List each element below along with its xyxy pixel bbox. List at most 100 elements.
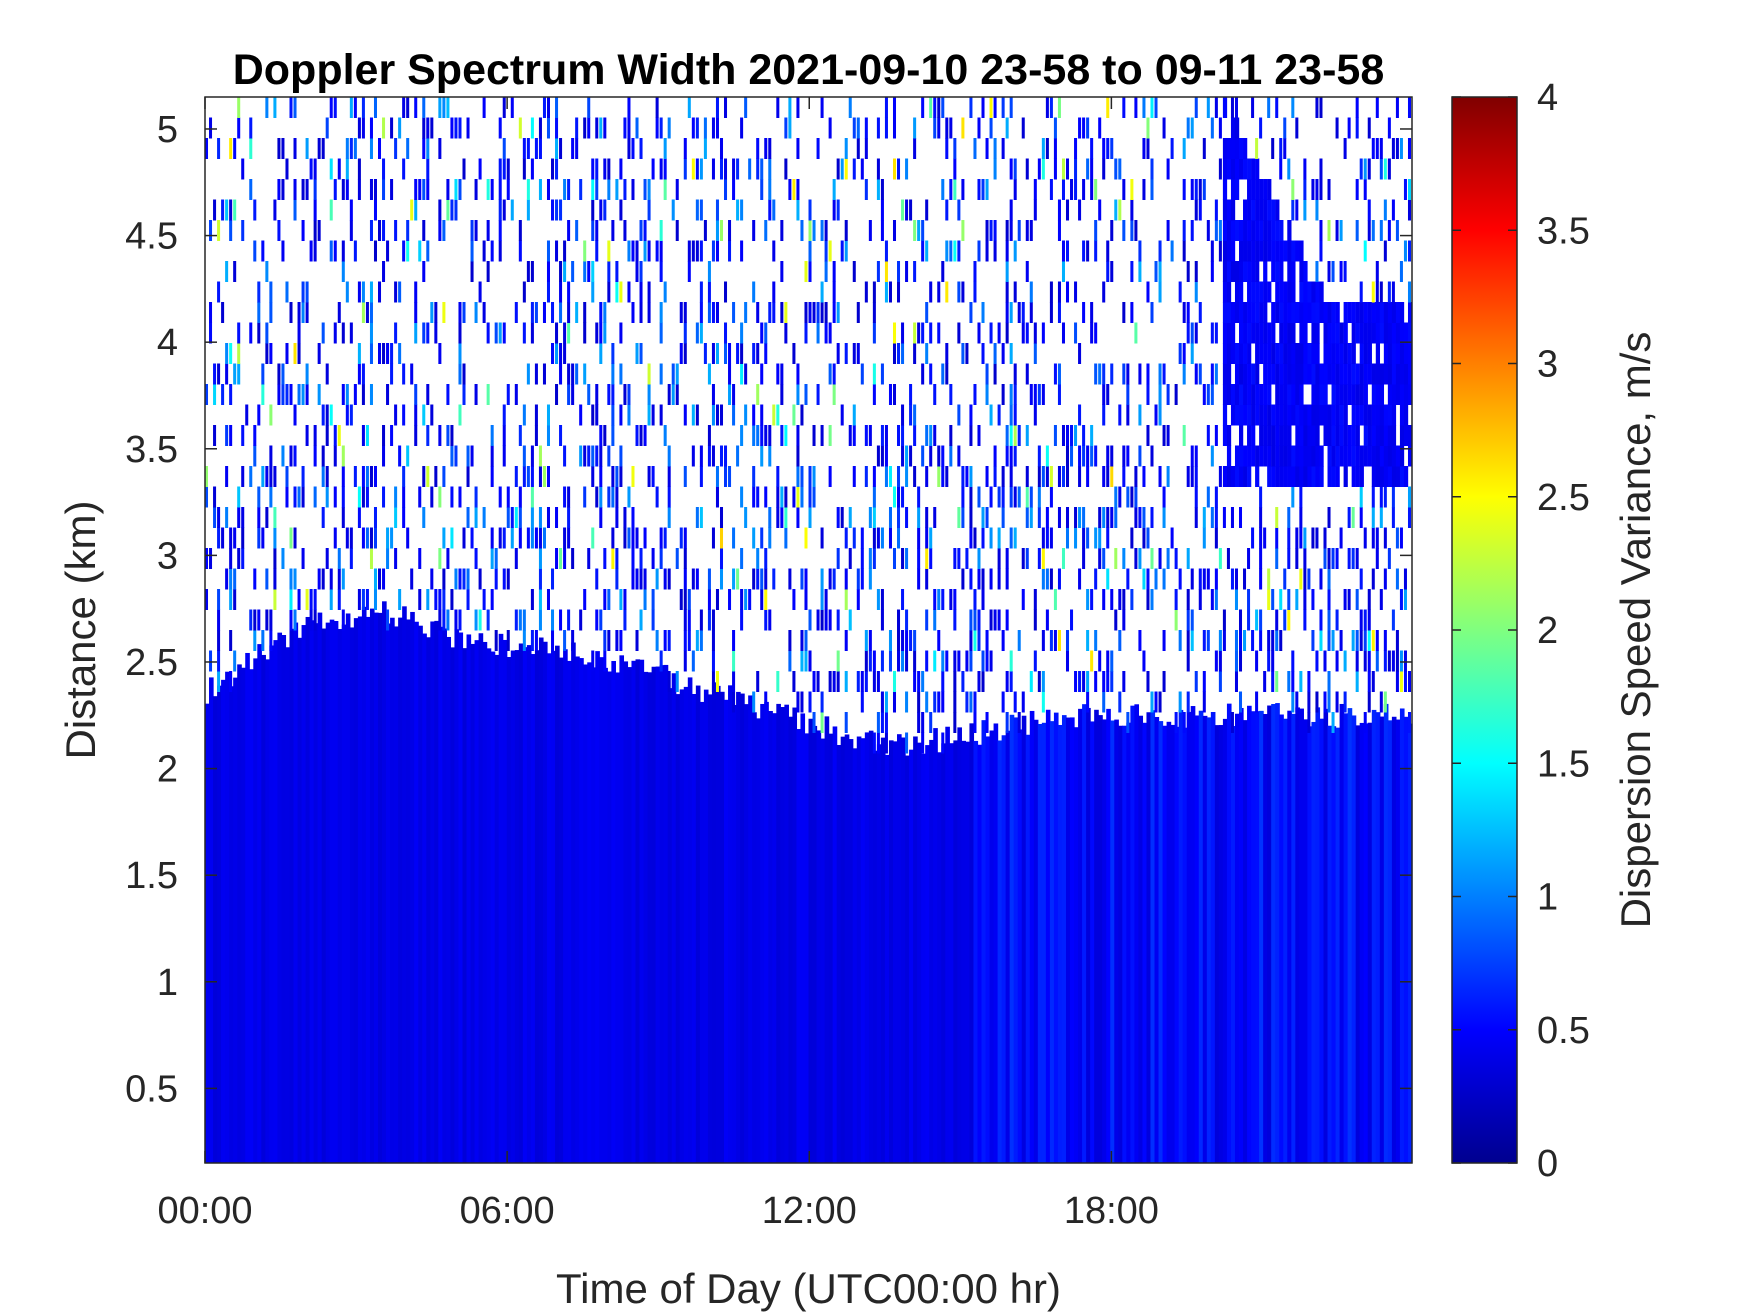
chart-title: Doppler Spectrum Width 2021-09-10 23-58 … xyxy=(233,46,1385,94)
heatmap-cell xyxy=(502,568,506,590)
heatmap-column xyxy=(1041,722,1047,1163)
heatmap-cell xyxy=(1170,240,1174,262)
heatmap-cell xyxy=(756,548,760,569)
heatmap-cell xyxy=(1150,179,1154,200)
heatmap-cell xyxy=(1057,220,1061,241)
heatmap-cell xyxy=(816,384,820,405)
heatmap-cell xyxy=(1234,568,1238,590)
heatmap-cell xyxy=(1387,466,1393,487)
heatmap-cell xyxy=(1255,343,1260,364)
heatmap-cell xyxy=(1226,138,1232,159)
heatmap-cell xyxy=(607,261,611,282)
heatmap-cell xyxy=(361,466,365,487)
heatmap-cell xyxy=(1106,97,1110,118)
heatmap-cell xyxy=(494,568,498,590)
heatmap-column xyxy=(679,689,685,1163)
heatmap-cell xyxy=(1399,466,1405,487)
heatmap-cell xyxy=(1166,384,1170,405)
heatmap-cell xyxy=(615,281,619,303)
heatmap-cell xyxy=(989,486,993,508)
heatmap-cell xyxy=(957,322,961,344)
heatmap-cell xyxy=(1359,486,1363,508)
heatmap-cell xyxy=(1331,548,1335,569)
heatmap-cell xyxy=(941,650,945,672)
heatmap-cell xyxy=(953,650,957,672)
heatmap-cell xyxy=(474,302,478,323)
heatmap-cell xyxy=(1395,138,1399,159)
heatmap-cell xyxy=(438,138,442,159)
colorbar-tick-label: 1 xyxy=(1537,877,1558,919)
heatmap-cell xyxy=(1226,322,1232,344)
heatmap-cell xyxy=(969,97,973,118)
heatmap-cell xyxy=(1150,507,1154,528)
heatmap-cell xyxy=(1347,425,1352,446)
heatmap-cell xyxy=(341,322,345,344)
heatmap-cell xyxy=(764,322,768,344)
heatmap-column xyxy=(820,738,826,1163)
heatmap-cell xyxy=(285,343,289,364)
heatmap-cell xyxy=(253,568,257,590)
heatmap-column xyxy=(715,685,721,1163)
heatmap-cell xyxy=(1074,425,1078,446)
heatmap-cell xyxy=(1299,322,1304,344)
heatmap-cell xyxy=(514,384,518,405)
heatmap-cell xyxy=(1295,589,1299,610)
heatmap-cell xyxy=(804,568,808,590)
heatmap-cell xyxy=(414,404,418,426)
heatmap-cell xyxy=(844,240,848,262)
heatmap-cell xyxy=(1186,466,1190,487)
heatmap-column xyxy=(410,611,415,1163)
heatmap-cell xyxy=(1315,384,1320,405)
heatmap-cell xyxy=(1267,445,1272,467)
heatmap-cell xyxy=(1311,630,1315,651)
heatmap-cell xyxy=(301,281,305,303)
heatmap-cell xyxy=(1049,568,1053,590)
heatmap-cell xyxy=(386,527,390,549)
heatmap-column xyxy=(205,703,210,1163)
heatmap-cell xyxy=(1214,507,1218,528)
heatmap-cell xyxy=(1186,650,1190,672)
heatmap-column xyxy=(836,744,842,1163)
heatmap-cell xyxy=(1263,220,1268,241)
heatmap-cell xyxy=(414,425,418,446)
heatmap-cell xyxy=(699,445,703,467)
heatmap-cell xyxy=(715,671,719,692)
heatmap-cell xyxy=(498,179,502,200)
heatmap-cell xyxy=(1230,261,1236,282)
heatmap-cell xyxy=(410,199,414,221)
heatmap-cell xyxy=(828,568,832,590)
heatmap-cell xyxy=(430,486,434,508)
heatmap-cell xyxy=(1247,261,1252,282)
heatmap-cell xyxy=(1395,97,1399,118)
heatmap-cell xyxy=(736,199,740,221)
heatmap-cell xyxy=(659,302,663,323)
heatmap-cell xyxy=(844,671,848,692)
heatmap-column xyxy=(848,739,854,1163)
heatmap-cell xyxy=(764,220,768,241)
heatmap-cell xyxy=(1065,199,1070,221)
heatmap-cell xyxy=(969,486,973,508)
heatmap-cell xyxy=(591,445,595,467)
heatmap-cell xyxy=(788,630,792,651)
heatmap-cell xyxy=(446,425,450,446)
heatmap-cell xyxy=(925,568,929,590)
heatmap-cell xyxy=(534,425,538,446)
heatmap-cell xyxy=(832,179,836,200)
heatmap-cell xyxy=(1331,343,1336,364)
heatmap-cell xyxy=(349,97,353,118)
heatmap-cell xyxy=(1303,425,1308,446)
heatmap-cell xyxy=(844,589,848,610)
heatmap-cell xyxy=(1367,302,1372,323)
heatmap-cell xyxy=(913,343,917,364)
heatmap-cell xyxy=(1239,630,1243,651)
heatmap-column xyxy=(937,752,942,1163)
heatmap-cell xyxy=(1025,322,1029,344)
heatmap-cell xyxy=(1331,404,1336,426)
heatmap-cell xyxy=(579,445,583,467)
heatmap-cell xyxy=(546,425,550,446)
heatmap-cell xyxy=(546,404,550,426)
heatmap-cell xyxy=(1299,281,1304,303)
heatmap-cell xyxy=(852,343,856,364)
colorbar-tick-label: 0.5 xyxy=(1537,1010,1590,1052)
heatmap-cell xyxy=(1327,220,1331,241)
